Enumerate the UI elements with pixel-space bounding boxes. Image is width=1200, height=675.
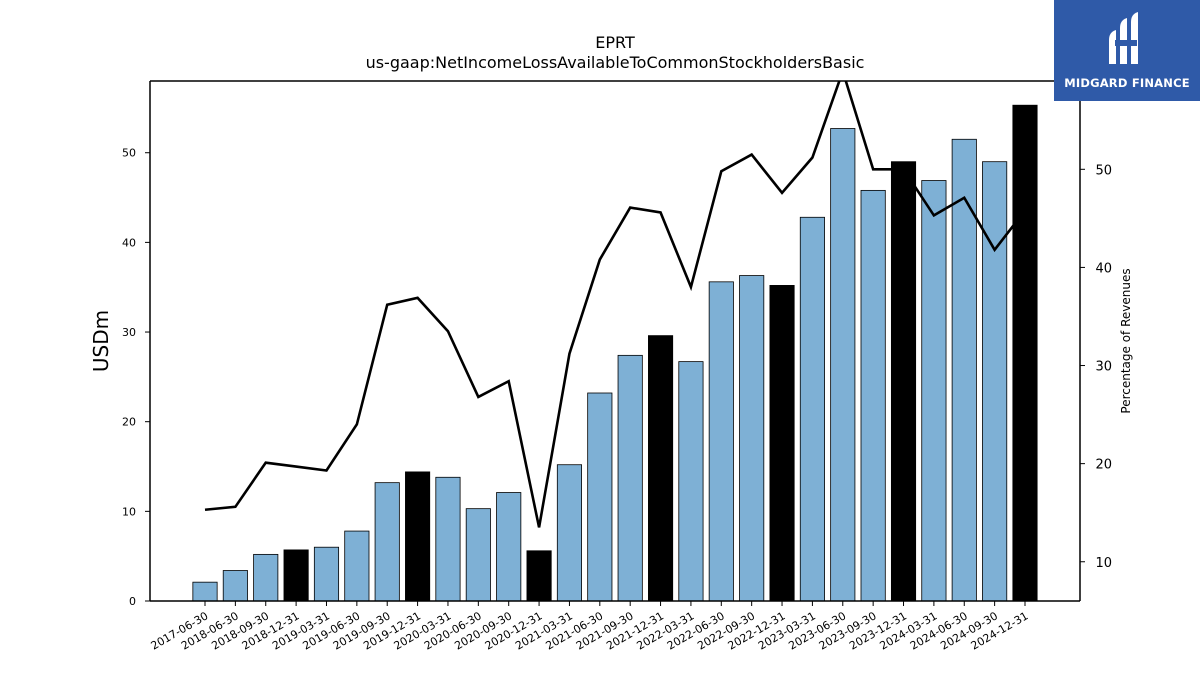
y-right-tick-label: 50 xyxy=(1095,163,1112,178)
y-tick-label: 20 xyxy=(122,416,136,429)
chart-subtitle: us-gaap:NetIncomeLossAvailableToCommonSt… xyxy=(366,53,865,72)
bar-2020-12-31 xyxy=(526,550,552,602)
bar-2019-12-31 xyxy=(405,471,431,602)
bar-2021-06-30 xyxy=(587,392,613,602)
line-layer xyxy=(204,81,1027,528)
bar-2020-06-30 xyxy=(465,508,491,602)
bar-2023-12-31 xyxy=(890,161,917,602)
y-axis-right-label: Percentage of Revenues xyxy=(1119,268,1133,413)
bar-2022-12-31 xyxy=(769,285,795,602)
bar-2024-06-30 xyxy=(951,138,977,602)
y-tick-label: 40 xyxy=(122,236,136,249)
bar-2018-06-30 xyxy=(222,570,248,602)
y-axis-label: USDm xyxy=(89,310,113,372)
brand-logo: MIDGARD FINANCE xyxy=(1054,0,1200,101)
bar-2022-06-30 xyxy=(708,281,734,602)
bar-2023-06-30 xyxy=(830,128,856,602)
bar-2023-09-30 xyxy=(860,189,886,602)
bar-2019-09-30 xyxy=(374,482,400,602)
bar-2022-09-30 xyxy=(739,275,765,602)
logo-mark-icon xyxy=(1103,10,1151,74)
bar-2024-03-31 xyxy=(921,180,947,602)
bar-2020-03-31 xyxy=(435,476,461,602)
y-tick-label: 0 xyxy=(129,595,136,608)
y-right-tick-label: 40 xyxy=(1095,261,1112,276)
bar-2021-12-31 xyxy=(648,335,674,602)
axes-layer xyxy=(149,80,1081,602)
bar-2019-06-30 xyxy=(344,530,370,602)
bar-2018-09-30 xyxy=(253,553,279,602)
left-ticks: 0 10 20 30 40 50 xyxy=(122,147,150,608)
bar-2019-03-31 xyxy=(313,546,340,602)
percentage-line xyxy=(204,81,1027,528)
y-tick-label: 50 xyxy=(122,147,136,160)
bar-2017-06-30 xyxy=(192,581,218,602)
bars-layer xyxy=(192,104,1038,602)
y-right-tick-label: 10 xyxy=(1095,556,1112,571)
y-right-tick-label: 30 xyxy=(1095,360,1112,375)
bar-2023-03-31 xyxy=(799,216,825,602)
bar-2024-12-31 xyxy=(1012,104,1038,602)
bar-2022-03-31 xyxy=(678,361,704,602)
bar-2024-09-30 xyxy=(982,161,1008,602)
bar-2021-03-31 xyxy=(556,464,582,602)
bar-2020-09-30 xyxy=(496,492,522,602)
y-tick-label: 30 xyxy=(122,326,136,339)
bar-2021-09-30 xyxy=(617,354,643,602)
logo-text: MIDGARD FINANCE xyxy=(1064,76,1190,90)
bar-2018-12-31 xyxy=(283,549,309,602)
y-tick-label: 10 xyxy=(122,505,136,518)
x-ticks: 2017-06-302018-06-302018-09-302018-12-31… xyxy=(149,601,1031,653)
right-ticks: 10 20 30 40 50 xyxy=(1080,163,1112,571)
chart-title: EPRT xyxy=(595,33,635,52)
y-right-tick-label: 20 xyxy=(1095,458,1112,473)
